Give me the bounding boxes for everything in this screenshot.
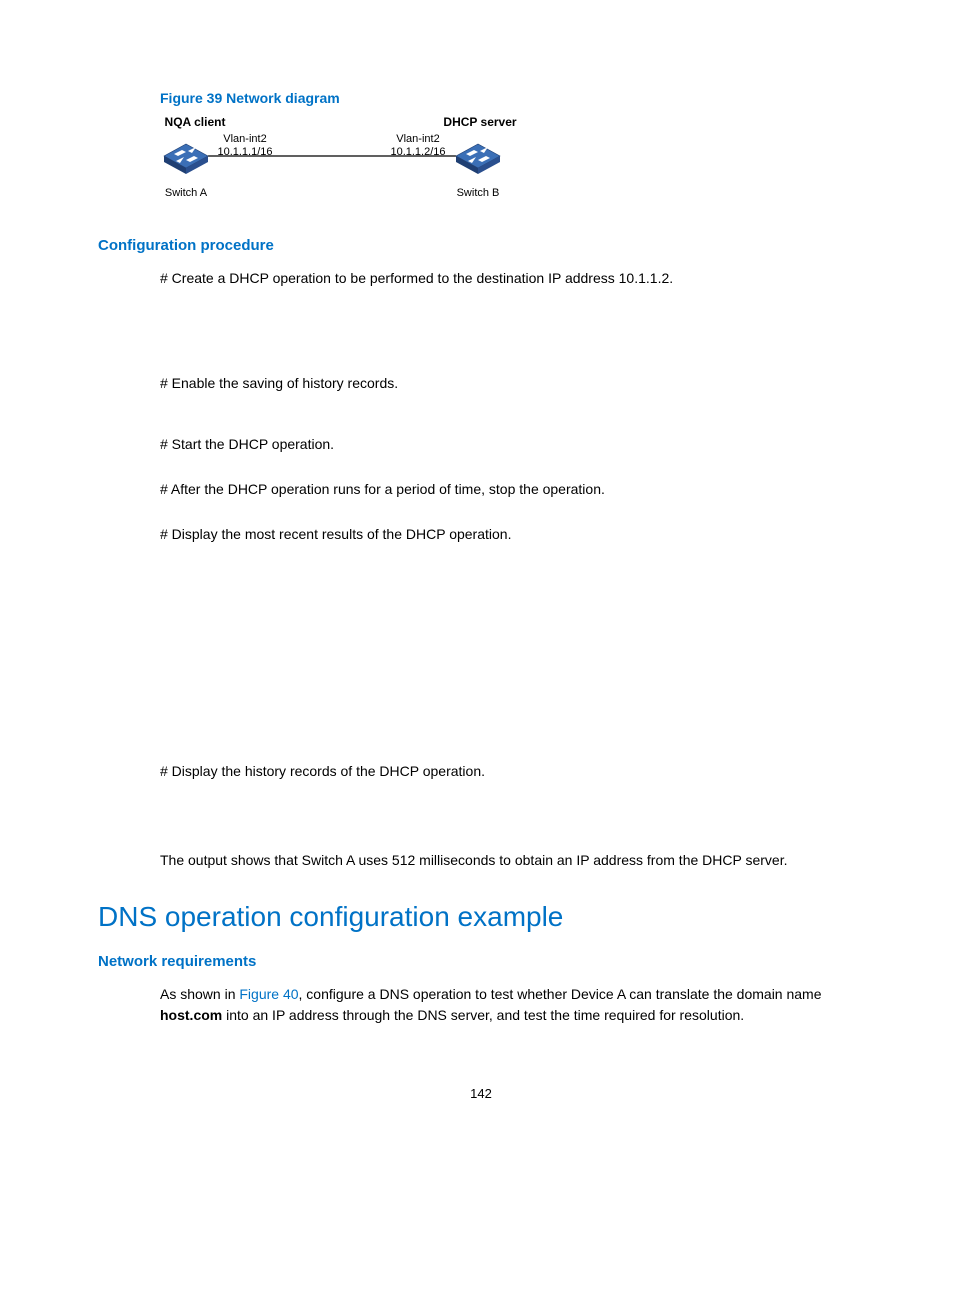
left-role-label: NQA client <box>165 115 226 129</box>
figure-caption: Figure 39 Network diagram <box>160 90 864 106</box>
dns-req-mid2: into an IP address through the DNS serve… <box>222 1007 744 1023</box>
step-5: # Display the most recent results of the… <box>160 524 864 545</box>
right-switch-name: Switch B <box>457 187 500 199</box>
heading-network-requirements: Network requirements <box>98 953 864 970</box>
step-2: # Enable the saving of history records. <box>160 373 864 394</box>
right-iface: Vlan-int2 <box>396 133 439 145</box>
page-number: 142 <box>98 1086 864 1101</box>
left-switch-name: Switch A <box>165 187 208 199</box>
dns-req-hostname: host.com <box>160 1007 222 1023</box>
figure-40-link[interactable]: Figure 40 <box>239 986 298 1002</box>
heading-config-procedure: Configuration procedure <box>98 237 864 254</box>
step-4: # After the DHCP operation runs for a pe… <box>160 479 864 500</box>
heading-dns-example: DNS operation configuration example <box>98 901 864 933</box>
switch-right-icon <box>456 144 500 174</box>
step-3: # Start the DHCP operation. <box>160 434 864 455</box>
switch-left-icon <box>164 144 208 174</box>
dns-req-mid1: , configure a DNS operation to test whet… <box>299 986 822 1002</box>
left-iface: Vlan-int2 <box>223 133 266 145</box>
network-diagram: NQA client DHCP server Vlan-int2 10.1.1.… <box>160 114 864 207</box>
right-role-label: DHCP server <box>443 115 516 129</box>
dns-req-pre: As shown in <box>160 986 239 1002</box>
step-6: # Display the history records of the DHC… <box>160 761 864 782</box>
dns-requirements-text: As shown in Figure 40, configure a DNS o… <box>160 984 864 1026</box>
step-1: # Create a DHCP operation to be performe… <box>160 268 864 289</box>
output-note: The output shows that Switch A uses 512 … <box>160 850 864 871</box>
